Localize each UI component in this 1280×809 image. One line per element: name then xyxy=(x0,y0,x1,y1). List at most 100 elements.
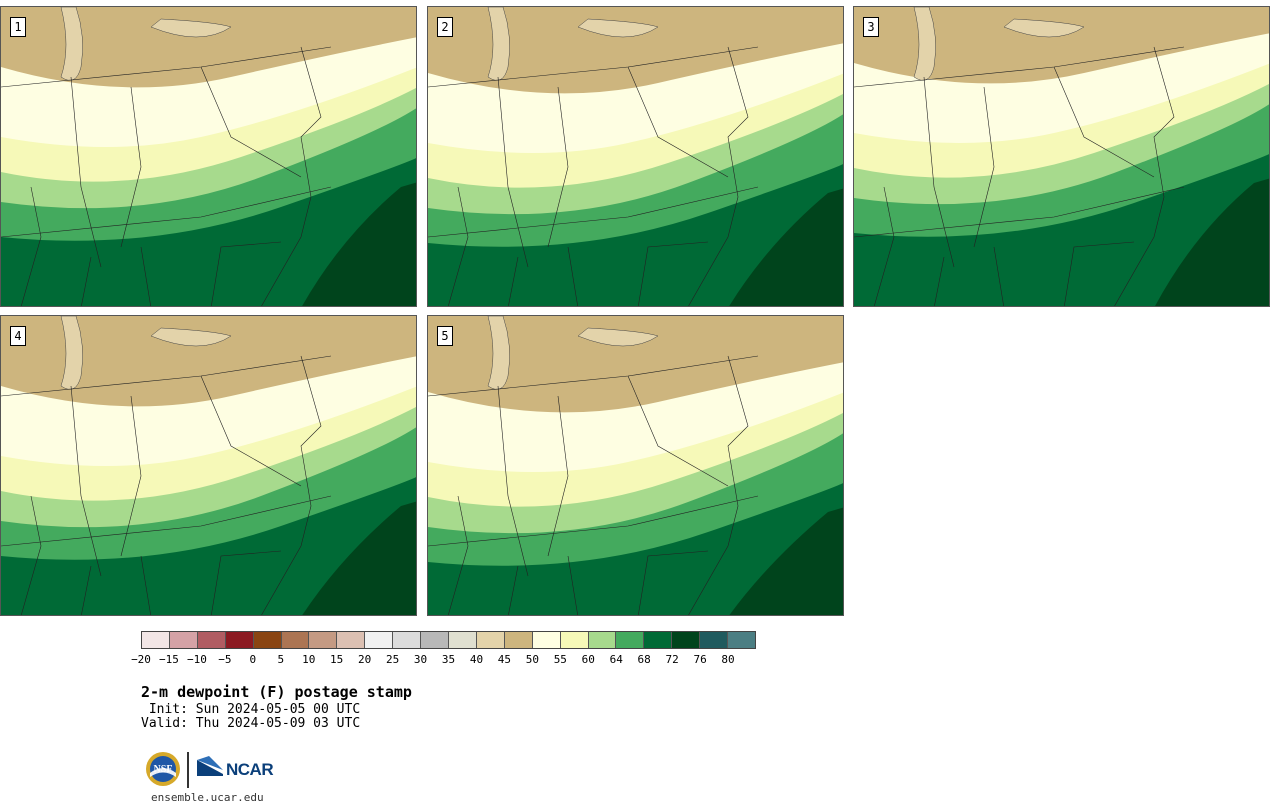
state-boundary xyxy=(211,241,282,306)
colorbar-swatch xyxy=(560,632,589,648)
state-boundary xyxy=(627,66,729,178)
state-boundary xyxy=(638,241,709,306)
state-boundary xyxy=(261,46,322,306)
dewpoint-band xyxy=(1,477,416,615)
valid-time: Valid: Thu 2024-05-09 03 UTC xyxy=(141,716,361,731)
dewpoint-map xyxy=(1,316,416,615)
dewpoint-band xyxy=(302,501,416,615)
state-boundary xyxy=(854,186,1185,238)
panel-number: 4 xyxy=(10,326,26,346)
colorbar-swatch xyxy=(504,632,533,648)
state-boundary xyxy=(70,76,102,268)
dewpoint-colorbar xyxy=(141,631,756,649)
dewpoint-band xyxy=(302,182,416,306)
colorbar-swatch xyxy=(421,632,449,648)
colorbar-tick-label: 80 xyxy=(721,653,735,666)
colorbar-tick-label: 5 xyxy=(277,653,285,666)
colorbar-tick-label: 25 xyxy=(385,653,400,666)
colorbar-tick-label: 55 xyxy=(553,653,567,666)
state-boundary xyxy=(993,246,1004,306)
state-boundary xyxy=(934,256,945,306)
colorbar-tick-label: 72 xyxy=(665,653,679,666)
state-boundary xyxy=(508,256,519,306)
colorbar-tick-label: 76 xyxy=(693,653,707,666)
colorbar-swatch xyxy=(672,632,701,648)
state-boundary xyxy=(1053,66,1155,178)
site-url: ensemble.ucar.edu xyxy=(151,791,264,804)
state-boundary xyxy=(1,495,332,547)
member-panel-1: 1 xyxy=(0,6,417,307)
colorbar-tick-label: −20 xyxy=(131,653,151,666)
plot-title: 2-m dewpoint (F) postage stamp xyxy=(141,683,412,701)
lake-erie xyxy=(150,327,232,347)
colorbar-swatch xyxy=(532,632,561,648)
dewpoint-map xyxy=(854,7,1269,306)
colorbar-tick-label: −10 xyxy=(186,653,207,666)
lake-erie xyxy=(577,327,659,347)
state-boundary xyxy=(688,46,749,306)
state-boundary xyxy=(140,246,151,306)
state-boundary xyxy=(428,495,759,547)
lake-erie xyxy=(150,18,232,38)
state-boundary xyxy=(447,495,469,615)
state-boundary xyxy=(81,256,92,306)
colorbar-tick-label: −15 xyxy=(159,653,179,666)
state-boundary xyxy=(497,76,529,268)
colorbar-swatch xyxy=(365,632,394,648)
colorbar-tick-label: 15 xyxy=(330,653,344,666)
colorbar-swatch xyxy=(281,632,310,648)
colorbar-swatch xyxy=(616,632,645,648)
colorbar-swatch xyxy=(476,632,505,648)
state-boundary xyxy=(567,246,578,306)
colorbar-swatch xyxy=(197,632,226,648)
dewpoint-band xyxy=(428,164,843,306)
colorbar-swatch xyxy=(644,632,673,648)
panel-number: 1 xyxy=(10,17,26,37)
colorbar-swatch xyxy=(588,632,617,648)
state-boundary xyxy=(873,186,895,306)
state-boundary xyxy=(547,86,569,248)
colorbar-swatch xyxy=(728,632,755,648)
state-boundary xyxy=(120,86,142,248)
state-boundary xyxy=(688,355,749,615)
svg-text:NSF: NSF xyxy=(154,764,173,775)
state-boundary xyxy=(447,186,469,306)
dewpoint-band xyxy=(1,158,416,306)
state-boundary xyxy=(973,86,995,248)
colorbar-swatch xyxy=(142,632,170,648)
colorbar-swatch xyxy=(253,632,282,648)
colorbar-tick-labels: −20 −15 −10 −5 0 5 10 15 20 25 30 35 40 45 50 55 60 64 68 7… xyxy=(131,649,756,669)
lake-erie xyxy=(1003,18,1085,38)
colorbar-tick-label: −5 xyxy=(218,653,232,666)
colorbar-tick-label: 45 xyxy=(497,653,512,666)
colorbar-swatch xyxy=(309,632,338,648)
dewpoint-band xyxy=(1155,178,1269,306)
colorbar-swatch xyxy=(393,632,422,648)
colorbar-swatch xyxy=(700,632,729,648)
ncar-wordmark: NCAR xyxy=(226,760,274,779)
colorbar-tick-label: 30 xyxy=(413,653,428,666)
state-boundary xyxy=(70,385,102,577)
state-boundary xyxy=(638,550,709,615)
panel-number: 5 xyxy=(437,326,453,346)
state-boundary xyxy=(261,355,322,615)
init-time: Init: Sun 2024-05-05 00 UTC xyxy=(141,702,361,717)
colorbar-tick-label: 40 xyxy=(469,653,484,666)
state-boundary xyxy=(508,565,519,615)
state-boundary xyxy=(497,385,529,577)
state-boundary xyxy=(211,550,282,615)
state-boundary xyxy=(20,186,42,306)
dewpoint-band xyxy=(854,154,1269,306)
ncar-logo xyxy=(197,756,225,780)
colorbar-tick-label: 50 xyxy=(525,653,539,666)
member-panel-3: 3 xyxy=(853,6,1270,307)
dewpoint-band xyxy=(729,507,843,615)
state-boundary xyxy=(567,555,578,615)
member-panel-2: 2 xyxy=(427,6,844,307)
dewpoint-map xyxy=(428,7,843,306)
panel-number: 3 xyxy=(863,17,879,37)
member-panel-4: 4 xyxy=(0,315,417,616)
state-boundary xyxy=(1,186,332,238)
colorbar-tick-label: 20 xyxy=(358,653,372,666)
dewpoint-map xyxy=(1,7,416,306)
